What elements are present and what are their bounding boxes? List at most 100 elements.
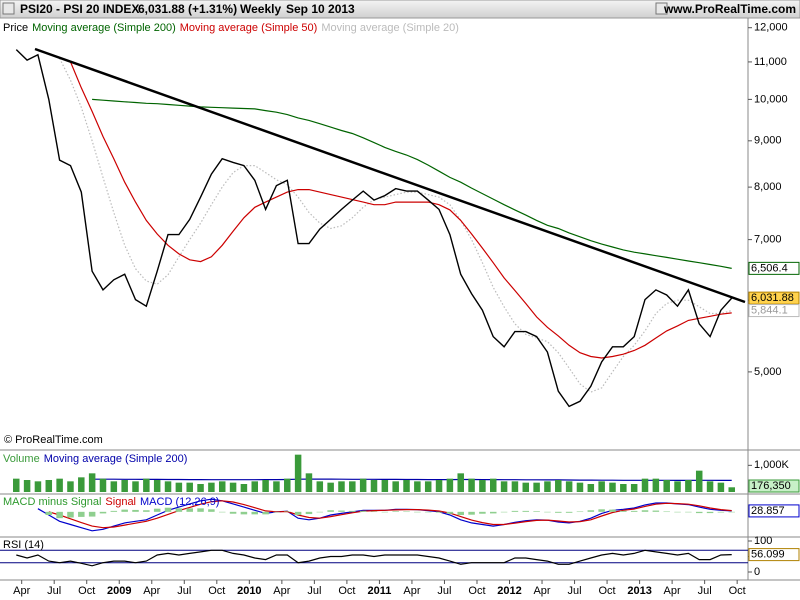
- bar: [175, 482, 183, 492]
- bar: [533, 482, 540, 492]
- x-tick-label: Apr: [533, 585, 550, 597]
- bar: [500, 511, 508, 513]
- bar: [620, 484, 627, 492]
- x-tick-label: Jul: [177, 585, 191, 597]
- bar: [45, 511, 53, 515]
- series-line: [69, 61, 732, 359]
- bar: [251, 511, 259, 515]
- bar: [663, 511, 670, 513]
- x-tick-label: Apr: [273, 585, 290, 597]
- y-tick-label: 5,000: [754, 366, 782, 378]
- bar: [565, 511, 573, 513]
- bar: [468, 511, 475, 515]
- bar: [587, 484, 595, 492]
- value-label: 56.099: [751, 549, 785, 561]
- bar: [435, 511, 443, 513]
- bar: [240, 484, 248, 492]
- bar: [78, 511, 85, 517]
- y-tick-label: 1,000K: [754, 459, 790, 471]
- value-label-box: [748, 548, 800, 562]
- bar: [121, 509, 128, 512]
- copyright: © ProRealTime.com: [4, 434, 103, 446]
- value-label-box: [748, 479, 800, 493]
- x-tick-label: 2013: [627, 585, 651, 597]
- bar: [67, 511, 74, 518]
- x-tick-label: 2012: [497, 585, 521, 597]
- bar: [630, 510, 638, 512]
- bar: [327, 482, 334, 492]
- bar: [316, 481, 324, 492]
- bar: [78, 477, 85, 492]
- value-label-box: [748, 304, 800, 318]
- bar: [208, 509, 215, 512]
- value-label: 6,031.88: [751, 292, 794, 304]
- bar: [403, 511, 410, 513]
- legend-entry: Signal: [105, 496, 136, 508]
- bar: [284, 511, 291, 513]
- bar: [414, 481, 421, 492]
- legend-entry: Moving average (Simple 200): [32, 22, 176, 34]
- bar: [544, 511, 551, 513]
- bar: [457, 473, 464, 492]
- bar: [630, 484, 638, 492]
- y-tick-label: 10,000: [754, 93, 788, 105]
- bar: [370, 480, 378, 492]
- bar: [143, 478, 150, 492]
- bar: [544, 481, 551, 492]
- bar: [706, 481, 714, 492]
- bar: [23, 480, 31, 492]
- bar: [218, 511, 226, 513]
- bar: [197, 508, 204, 512]
- source: www.ProRealTime.com: [663, 2, 796, 16]
- bar: [164, 481, 172, 492]
- bar: [674, 511, 681, 513]
- window-icon[interactable]: [2, 2, 15, 15]
- legend-entry: MACD minus Signal: [3, 496, 101, 508]
- bar: [99, 478, 107, 492]
- chart-title: PSI20 - PSI 20 INDEX: [20, 2, 139, 16]
- bar: [479, 480, 486, 492]
- x-tick-label: Apr: [403, 585, 420, 597]
- bar: [652, 510, 660, 512]
- value-label: 28.857: [751, 505, 785, 517]
- bar: [186, 482, 193, 492]
- bar: [197, 484, 204, 492]
- bar: [663, 480, 670, 492]
- quote: 6,031.88 (+1.31%): [138, 2, 237, 16]
- bar: [370, 511, 378, 513]
- bar: [305, 473, 313, 492]
- bar: [132, 481, 139, 492]
- legend-entry: Moving average (Simple 20): [321, 22, 459, 34]
- x-tick-label: Oct: [599, 585, 616, 597]
- window-icon[interactable]: [655, 2, 668, 15]
- bar: [446, 478, 454, 492]
- bar: [446, 511, 454, 514]
- bar: [489, 478, 497, 492]
- value-label-box: [748, 261, 800, 275]
- y-tick-label: 12,000: [754, 22, 788, 34]
- bar: [56, 478, 63, 492]
- bar: [489, 511, 497, 514]
- bar: [587, 510, 595, 512]
- series-line: [92, 478, 732, 481]
- bar: [208, 482, 215, 492]
- bar: [294, 511, 302, 515]
- bar: [34, 481, 42, 492]
- series-line: [48, 500, 732, 529]
- bar: [403, 480, 410, 492]
- bar: [381, 480, 389, 492]
- bar: [88, 473, 96, 492]
- bar: [641, 478, 649, 492]
- bar: [392, 511, 399, 512]
- bar: [717, 482, 725, 492]
- x-tick-label: Jul: [437, 585, 451, 597]
- y-tick-label: 8,000: [754, 181, 782, 193]
- bar: [576, 511, 584, 513]
- bar: [522, 510, 530, 512]
- bar: [99, 511, 107, 514]
- bar: [717, 511, 725, 513]
- bar: [262, 511, 269, 515]
- y-tick-label: 9,000: [754, 135, 782, 147]
